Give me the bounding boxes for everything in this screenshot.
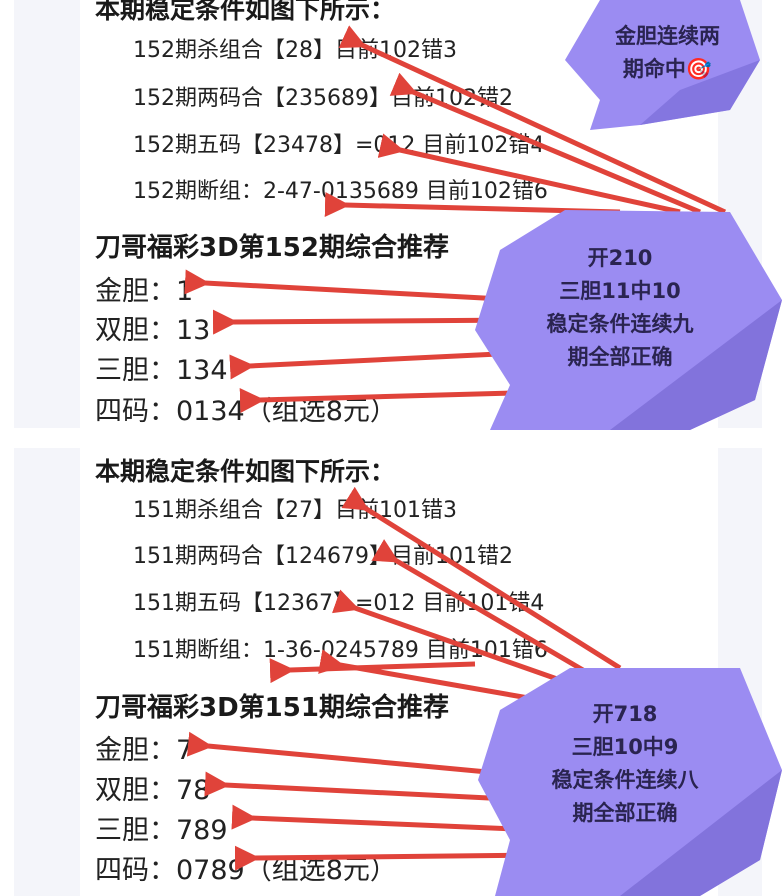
bubble-line: 开210 bbox=[587, 246, 653, 270]
bubble-line: 三胆10中9 bbox=[571, 735, 679, 759]
bubble-line: 稳定条件连续八 bbox=[551, 768, 699, 792]
bubble-line: 三胆11中10 bbox=[559, 279, 681, 303]
recommend-line: 双胆：78 bbox=[95, 775, 211, 806]
conditions-heading: 本期稳定条件如图下所示： bbox=[95, 0, 396, 24]
bubble-facet bbox=[610, 300, 782, 430]
bubble-small-text: 金胆连续两 期命中🎯 bbox=[590, 20, 745, 86]
condition-line: 152期杀组合【28】目前102错3 bbox=[133, 38, 457, 63]
arrows-151 bbox=[186, 486, 622, 871]
bubble-line: 期全部正确 bbox=[572, 801, 678, 825]
bubble-line: 期全部正确 bbox=[567, 345, 673, 369]
recommend-line: 三胆：789 bbox=[95, 815, 228, 846]
bubble-facet bbox=[620, 770, 782, 896]
bubble-line: 金胆连续两 bbox=[615, 24, 720, 48]
bubble-line: 开718 bbox=[592, 702, 658, 726]
conditions-heading: 本期稳定条件如图下所示： bbox=[95, 457, 396, 486]
bubble-line: 期命中🎯 bbox=[622, 57, 713, 81]
bubble-text-152: 开210 三胆11中10 稳定条件连续九 期全部正确 bbox=[520, 242, 720, 374]
recommend-line: 金胆：1 bbox=[95, 276, 194, 307]
condition-line: 151期两码合【124679】目前101错2 bbox=[133, 544, 513, 569]
bubble-facet bbox=[640, 60, 760, 125]
recommend-line: 双胆：13 bbox=[95, 315, 211, 346]
recommend-title: 刀哥福彩3D第151期综合推荐 bbox=[95, 693, 449, 723]
recommend-title: 刀哥福彩3D第152期综合推荐 bbox=[95, 233, 449, 263]
bubble-text-151: 开718 三胆10中9 稳定条件连续八 期全部正确 bbox=[525, 698, 725, 830]
condition-line: 151期杀组合【27】目前101错3 bbox=[133, 498, 457, 523]
recommend-line: 金胆：7 bbox=[95, 735, 194, 766]
bubble-line: 稳定条件连续九 bbox=[546, 312, 694, 336]
condition-line: 152期五码【23478】=012 目前102错4 bbox=[133, 133, 545, 158]
recommend-line: 三胆：134 bbox=[95, 355, 228, 386]
